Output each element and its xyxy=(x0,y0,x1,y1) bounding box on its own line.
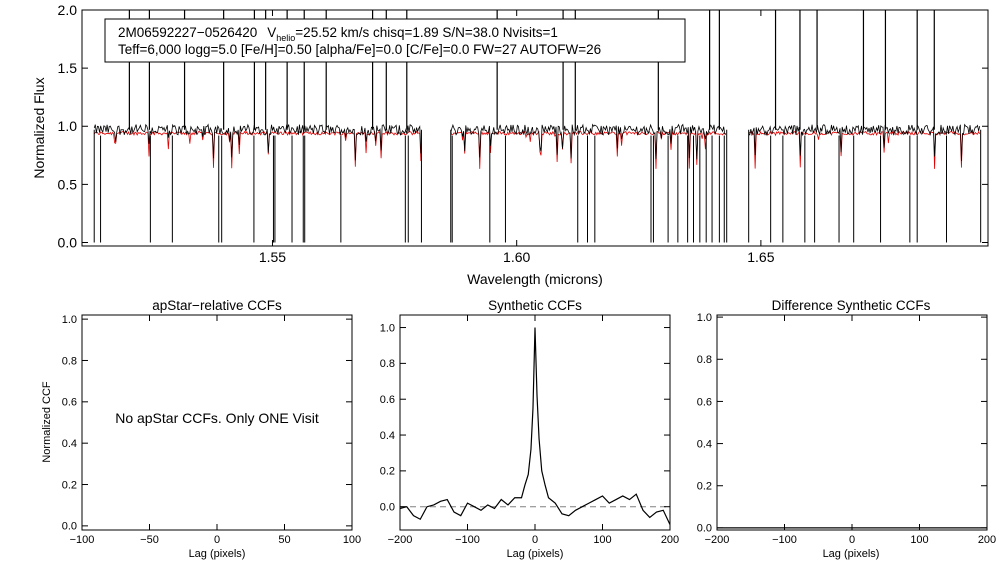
apstar-ccf-x-tick-label: 50 xyxy=(278,534,290,546)
synthetic-ccf-y-tick-label: 0.6 xyxy=(380,394,395,406)
synthetic-ccf-title: Synthetic CCFs xyxy=(488,298,582,313)
difference-ccf-plot-frame xyxy=(716,314,988,531)
synthetic-ccf-y-tick-label: 0.8 xyxy=(380,358,395,370)
apstar-ccf-y-tick-label: 0.8 xyxy=(62,355,77,367)
synthetic-ccf-x-tick-label: −200 xyxy=(388,534,413,546)
apstar-ccf-x-ticks: −100 −50 0 50 100 xyxy=(70,315,361,546)
spectrum-x-tick-label: 1.65 xyxy=(747,249,774,265)
synthetic-ccf-x-tick-label: −100 xyxy=(455,534,480,546)
spectrum-panel: 1.55 1.60 1.65 0.0 0.5 1.0 1.5 2.0 2M06592227−… xyxy=(31,2,989,287)
spectrum-y-tick-label: 2.0 xyxy=(58,2,78,18)
spectrum-observed-segment xyxy=(93,123,422,161)
apstar-ccf-y-tick-label: 0.6 xyxy=(62,397,77,409)
difference-ccf-y-tick-label: 1.0 xyxy=(697,312,712,324)
synthetic-ccf-y-tick-label: 0.0 xyxy=(380,502,395,514)
synthetic-ccf-x-tick-label: 200 xyxy=(661,534,679,546)
difference-ccf-x-ticks: −200 −100 0 100 200 xyxy=(705,315,996,546)
difference-ccf-x-tick-label: 200 xyxy=(978,534,996,546)
spectrum-y-axis-label: Normalized Flux xyxy=(31,77,47,178)
synthetic-ccf-x-axis-label: Lag (pixels) xyxy=(507,548,564,560)
apstar-ccf-x-axis-label: Lag (pixels) xyxy=(189,548,246,560)
info-box xyxy=(104,18,686,63)
difference-ccf-x-axis-label: Lag (pixels) xyxy=(823,548,880,560)
spectrum-x-ticks: 1.55 1.60 1.65 xyxy=(259,10,775,265)
apstar-ccf-title: apStar−relative CCFs xyxy=(152,298,282,313)
spectrum-observed-segment xyxy=(748,123,981,161)
difference-ccf-y-ticks: 0.0 0.2 0.4 0.6 0.8 1.0 xyxy=(697,312,987,535)
apstar-ccf-y-tick-label: 1.0 xyxy=(62,314,77,326)
apstar-ccf-y-tick-label: 0.0 xyxy=(62,521,77,533)
no-ccf-message: No apStar CCFs. Only ONE Visit xyxy=(115,410,319,426)
info-line-1: 2M06592227−0526420 Vhelio=25.52 km/s chis… xyxy=(118,25,558,43)
apstar-ccf-x-tick-label: −100 xyxy=(70,534,95,546)
spectrum-x-tick-label: 1.60 xyxy=(503,249,530,265)
spectrum-y-ticks: 0.0 0.5 1.0 1.5 2.0 xyxy=(58,2,988,250)
synthetic-ccf-y-tick-label: 0.4 xyxy=(380,430,395,442)
apstar-ccf-y-axis-label: Normalized CCF xyxy=(41,381,53,463)
spectrum-y-tick-label: 0.5 xyxy=(58,176,78,192)
spectrum-model-series xyxy=(93,130,981,169)
apstar-ccf-x-tick-label: 100 xyxy=(343,534,361,546)
apstar-ccf-x-tick-label: −50 xyxy=(140,534,159,546)
synthetic-ccf-panel: Synthetic CCFs −200 −100 0 100 200 0.0 0.2 0.4… xyxy=(380,298,679,560)
difference-ccf-y-tick-label: 0.6 xyxy=(697,396,712,408)
synthetic-ccf-y-tick-label: 0.2 xyxy=(380,466,395,478)
spectrum-x-tick-label: 1.55 xyxy=(259,249,286,265)
spectrum-y-tick-label: 1.5 xyxy=(58,60,78,76)
apstar-ccf-y-tick-label: 0.4 xyxy=(62,438,77,450)
spectrum-y-tick-label: 1.0 xyxy=(58,118,78,134)
difference-ccf-x-tick-label: 100 xyxy=(910,534,928,546)
spectrum-x-axis-label: Wavelength (microns) xyxy=(467,271,603,287)
difference-ccf-x-tick-label: −100 xyxy=(772,534,797,546)
difference-ccf-y-tick-label: 0.2 xyxy=(697,481,712,493)
apstar-ccf-y-ticks: 0.0 0.2 0.4 0.6 0.8 1.0 xyxy=(62,314,352,533)
synthetic-ccf-line xyxy=(399,327,671,525)
difference-ccf-y-tick-label: 0.4 xyxy=(697,438,712,450)
difference-ccf-y-tick-label: 0.0 xyxy=(697,523,712,535)
synthetic-ccf-x-ticks: −200 −100 0 100 200 xyxy=(388,315,679,546)
synthetic-ccf-y-tick-label: 1.0 xyxy=(380,322,395,334)
spectrum-y-tick-label: 0.0 xyxy=(58,234,78,250)
spectrum-model-segment xyxy=(93,130,422,169)
apstar-ccf-y-tick-label: 0.2 xyxy=(62,479,77,491)
difference-ccf-x-tick-label: 0 xyxy=(849,534,855,546)
difference-ccf-x-tick-label: −200 xyxy=(705,534,730,546)
difference-ccf-y-tick-label: 0.8 xyxy=(697,354,712,366)
info-line-2: Teff=6,000 logg=5.0 [Fe/H]=0.50 [alpha/F… xyxy=(118,42,601,57)
apstar-ccf-panel: apStar−relative CCFs −100 −50 0 50 100 0.00.… xyxy=(41,298,361,560)
spectrum-observed-segment xyxy=(450,123,727,160)
apstar-ccf-x-tick-label: 0 xyxy=(214,534,220,546)
difference-ccf-title: Difference Synthetic CCFs xyxy=(772,298,931,313)
synthetic-ccf-y-ticks: 0.0 0.2 0.4 0.6 0.8 1.0 xyxy=(380,322,670,514)
synthetic-ccf-x-tick-label: 100 xyxy=(593,534,611,546)
difference-ccf-panel: Difference Synthetic CCFs −200 −100 0 100 20… xyxy=(697,298,996,560)
spectrum-model-segment xyxy=(450,130,726,169)
synthetic-ccf-x-tick-label: 0 xyxy=(532,534,538,546)
spectrum-model-segment xyxy=(748,130,981,169)
spectrum-plot-frame xyxy=(81,9,989,247)
